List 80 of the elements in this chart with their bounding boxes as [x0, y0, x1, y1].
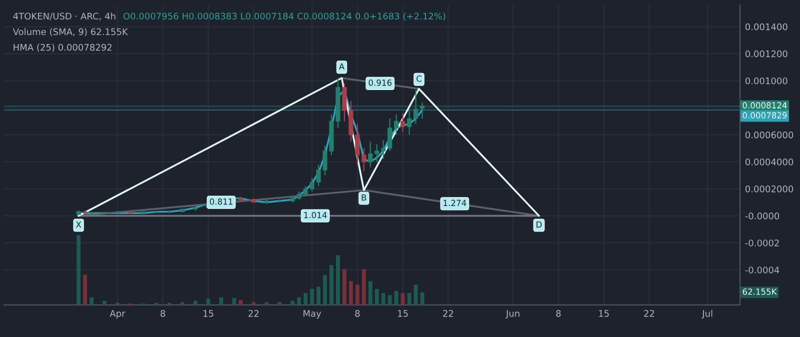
candlestick — [394, 114, 399, 136]
candlestick — [420, 102, 425, 120]
x-tick-label: 22 — [248, 310, 258, 317]
annotation: D — [536, 222, 542, 228]
annotation: 1.274 — [444, 200, 466, 206]
x-tick-label: 8 — [355, 310, 360, 317]
y-tick-label: 0.001400 — [745, 23, 788, 30]
ref-line-label: 0.0008124 — [742, 102, 787, 108]
bar — [316, 286, 320, 305]
x-tick-label: Apr — [110, 310, 126, 319]
annotation: A — [338, 63, 345, 70]
x-tick-label: 15 — [599, 310, 609, 317]
x-tick-label: 22 — [644, 310, 654, 317]
bar — [90, 297, 94, 305]
annotation: 1.014 — [304, 212, 327, 218]
bar — [264, 302, 269, 305]
candlestick — [368, 140, 373, 168]
y-tick-label: -0.0002 — [745, 240, 779, 246]
y-tick-label: -0.0004 — [745, 266, 780, 274]
y-tick-label: 0.0004000 — [745, 158, 794, 166]
candlestick — [355, 123, 360, 166]
candlestick — [362, 148, 366, 172]
bar — [381, 293, 386, 305]
y-tick-label: 0.0002000 — [745, 186, 794, 192]
bar — [336, 255, 340, 305]
candlestick — [388, 118, 392, 152]
annotation: 0.916 — [368, 80, 392, 86]
bar — [323, 274, 327, 305]
candlestick — [400, 112, 406, 133]
bar — [290, 300, 295, 305]
y-tick-label: 0.001200 — [745, 50, 788, 58]
bar — [238, 300, 243, 305]
candlestick — [342, 82, 347, 122]
text: 62.155K — [742, 288, 778, 295]
annotation: B — [362, 194, 366, 201]
text: 4TOKEN/USD · ARC, 4h — [13, 12, 116, 20]
x-tick-label: 22 — [443, 310, 454, 317]
bar — [342, 269, 346, 305]
x-tick-label: Jun — [506, 310, 520, 319]
annotation: C — [416, 75, 422, 82]
bar — [374, 288, 379, 305]
bar — [355, 284, 360, 305]
x-tick-label: May — [304, 310, 322, 319]
x-tick-label: Jul — [702, 310, 712, 319]
bar — [76, 234, 81, 305]
bar — [252, 302, 256, 305]
bar — [348, 281, 353, 305]
x-tick-label: 8 — [160, 310, 166, 317]
bar — [368, 281, 372, 305]
bar — [394, 290, 398, 305]
y-tick-label: -0.0000 — [745, 212, 780, 220]
candlestick — [413, 90, 418, 124]
y-tick-label: 0.0006000 — [745, 131, 794, 138]
bar — [362, 269, 366, 305]
bar — [407, 293, 412, 305]
annotation: Volume (SMA, 9) 62.155K — [12, 28, 128, 36]
bar — [83, 274, 88, 305]
annotation: HMA (25) 0.00078292 — [14, 44, 112, 52]
bar — [278, 302, 282, 305]
bar — [180, 302, 184, 305]
bar — [400, 293, 405, 305]
annotation: X — [76, 222, 82, 228]
bar — [297, 297, 301, 305]
bar — [310, 288, 314, 305]
bar — [304, 293, 308, 305]
bar — [330, 265, 334, 305]
candlestick — [374, 144, 380, 162]
bar — [206, 298, 210, 305]
x-tick-label: 15 — [398, 310, 408, 317]
bar — [414, 284, 418, 305]
x-tick-label: 15 — [204, 310, 214, 317]
ref-line-label: 0.0007829 — [742, 112, 787, 118]
candlestick — [406, 110, 412, 136]
x-tick-label: 8 — [556, 310, 561, 317]
bar — [232, 298, 236, 305]
bar — [388, 295, 392, 305]
candlestick — [381, 140, 386, 160]
y-tick-label: 0.001000 — [745, 77, 788, 84]
bar — [102, 300, 106, 305]
annotation: O0.0007956 H0.0008383 L0.0007184 C0.0008124 0.0+1683 (+2.12%) — [123, 12, 446, 21]
